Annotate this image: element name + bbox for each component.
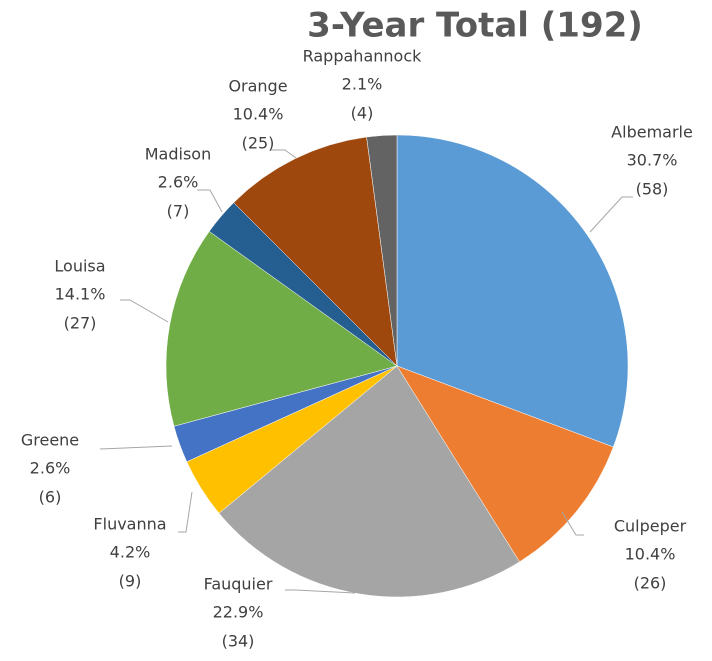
pie-slice [396, 134, 629, 448]
leader-line [197, 189, 223, 213]
slice-count: (26) [634, 574, 667, 593]
slice-percent: 30.7% [627, 151, 678, 170]
slice-label: Fluvanna [93, 515, 166, 534]
slice-count: (7) [167, 202, 190, 221]
chart-title: 3-Year Total (192) [307, 6, 643, 46]
leader-line [120, 299, 169, 323]
slice-percent: 22.9% [213, 603, 264, 622]
slice-count: (27) [64, 314, 97, 333]
pie-slice [233, 136, 398, 367]
pie-slice [165, 231, 398, 427]
slice-percent: 2.6% [30, 459, 71, 478]
slice-label: Rappahannock [303, 47, 423, 66]
slice-percent: 2.1% [342, 75, 383, 94]
slice-count: (58) [636, 180, 669, 199]
leader-line [271, 149, 297, 159]
leader-line [178, 491, 193, 533]
slice-percent: 10.4% [233, 105, 284, 124]
slice-label: Greene [21, 431, 79, 450]
slice-label: Madison [145, 145, 211, 164]
pie-slice [366, 134, 398, 367]
slice-count: (25) [242, 134, 275, 153]
slice-count: (6) [39, 488, 62, 507]
slice-label: Albemarle [611, 123, 693, 142]
slice-percent: 14.1% [55, 285, 106, 304]
leader-line [99, 445, 173, 450]
slice-label: Fauquier [204, 575, 273, 594]
slice-percent: 10.4% [625, 545, 676, 564]
slice-count: (4) [351, 104, 374, 123]
leader-line [285, 589, 356, 594]
slice-label: Louisa [54, 257, 105, 276]
slice-count: (34) [222, 632, 255, 651]
slice-percent: 2.6% [158, 173, 199, 192]
pie-slice [218, 365, 520, 598]
slice-count: (9) [119, 572, 142, 591]
leader-line [589, 196, 633, 233]
pie-slice [396, 365, 614, 563]
slice-percent: 4.2% [110, 543, 151, 562]
slice-label: Culpeper [614, 517, 687, 536]
leader-lines [99, 149, 633, 594]
leader-line [561, 511, 584, 536]
slice-label: Orange [228, 77, 287, 96]
